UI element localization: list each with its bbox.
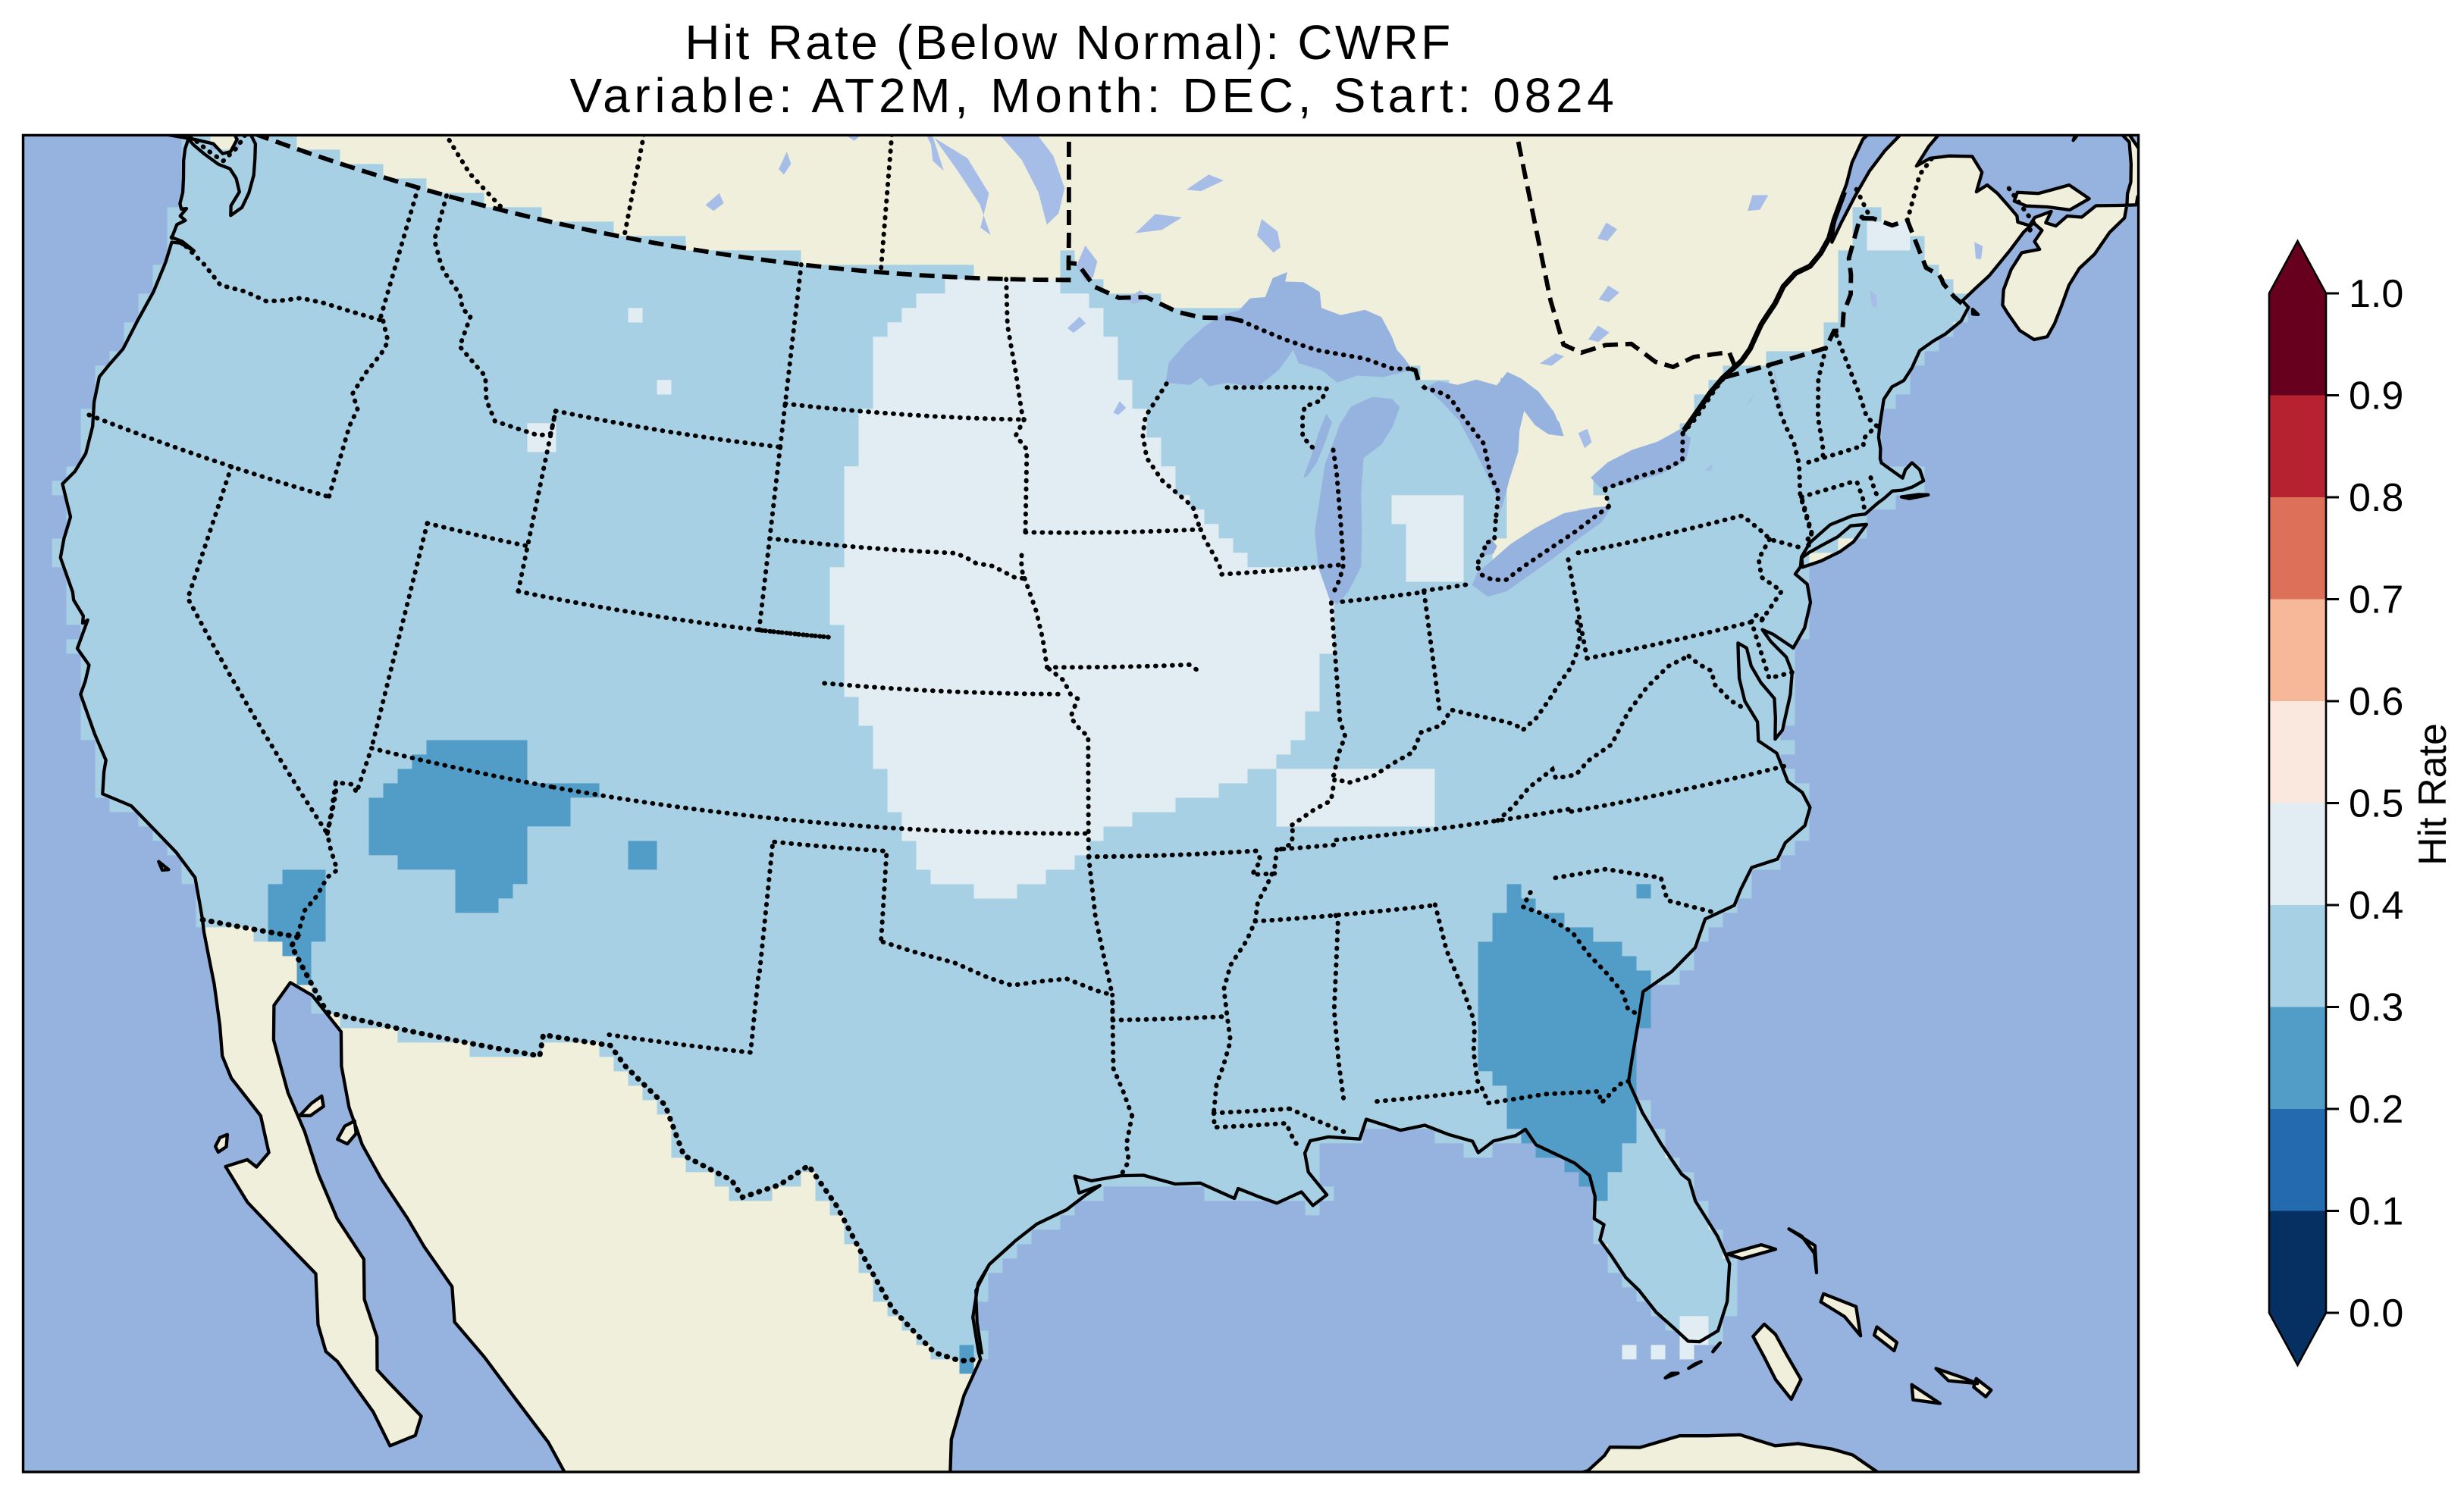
svg-text:0.5: 0.5	[2349, 782, 2403, 826]
svg-text:0.0: 0.0	[2349, 1292, 2403, 1336]
svg-text:0.4: 0.4	[2349, 884, 2403, 928]
svg-text:0.3: 0.3	[2349, 986, 2403, 1030]
svg-text:0.8: 0.8	[2349, 476, 2403, 520]
svg-text:Variable: AT2M, Month: DEC, St: Variable: AT2M, Month: DEC, Start: 0824	[569, 68, 1618, 123]
svg-text:0.6: 0.6	[2349, 680, 2403, 724]
svg-text:Hit Rate (Below Normal): CWRF: Hit Rate (Below Normal): CWRF	[685, 15, 1453, 70]
svg-text:0.7: 0.7	[2349, 578, 2403, 622]
svg-text:0.9: 0.9	[2349, 374, 2403, 418]
svg-text:1.0: 1.0	[2349, 272, 2403, 316]
svg-text:0.2: 0.2	[2349, 1088, 2403, 1132]
svg-text:0.1: 0.1	[2349, 1190, 2403, 1234]
svg-text:Hit Rate: Hit Rate	[2411, 723, 2455, 866]
